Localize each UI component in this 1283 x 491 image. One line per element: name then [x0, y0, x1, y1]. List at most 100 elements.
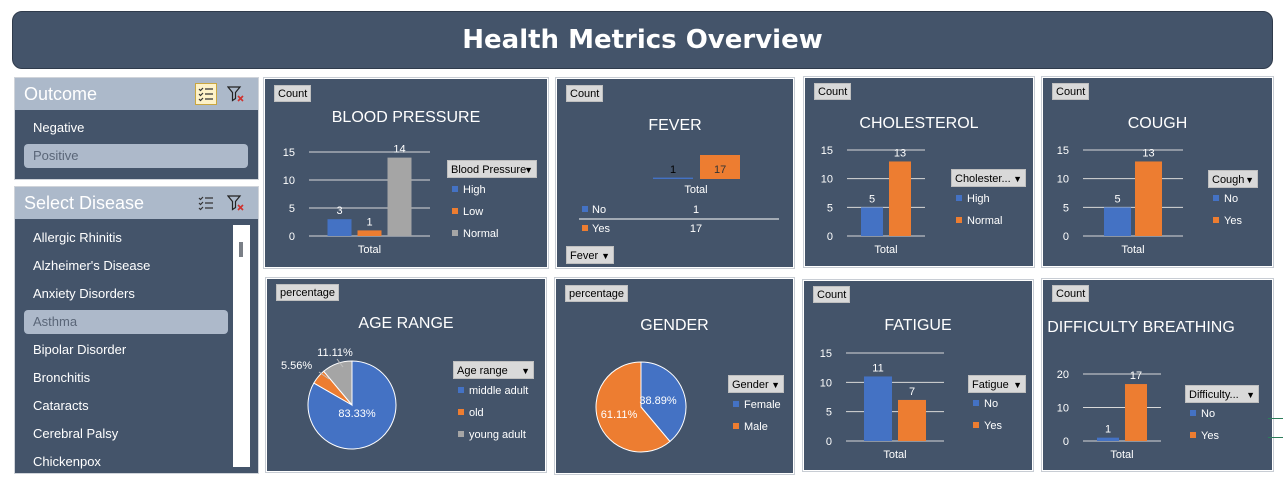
clear-filter-icon[interactable]: [225, 83, 247, 105]
bar-high: [861, 207, 883, 236]
legend-label: No: [1224, 193, 1239, 205]
age-range-filter-dropdown[interactable]: Age range ▼: [453, 361, 534, 379]
legend-item: No: [1190, 407, 1215, 421]
fatigue-filter-dropdown[interactable]: Fatigue ▼: [968, 375, 1026, 393]
legend-swatch: [582, 225, 588, 231]
chevron-down-icon: ▼: [1013, 174, 1022, 184]
legend-label: old: [469, 407, 484, 419]
y-tick-label: 0: [1063, 436, 1069, 448]
legend-swatch: [1190, 432, 1196, 439]
chevron-down-icon: ▼: [1245, 175, 1254, 185]
legend-swatch: [1213, 217, 1219, 224]
slicer-item-positive[interactable]: Positive: [24, 144, 248, 168]
slicer-item-6[interactable]: Cataracts: [24, 394, 228, 418]
chart-title: COUGH: [1127, 115, 1188, 132]
chevron-down-icon: ▼: [524, 165, 533, 175]
cholesterol-filter-dropdown[interactable]: Cholester... ▼: [951, 169, 1026, 187]
fatigue-chart: Count FATIGUE 0 5 10 15 11 7 Total Fatigue ▼ No Yes: [802, 279, 1034, 472]
slicer-item-4[interactable]: Bipolar Disorder: [24, 338, 228, 362]
blood-pressure-filter-dropdown[interactable]: Blood Pressure ▼: [447, 160, 537, 178]
difficulty-breathing-plot: 0 10 20 1 17 Total: [1057, 369, 1161, 461]
y-tick-label: 0: [289, 231, 295, 243]
field-button[interactable]: Count: [1052, 83, 1090, 100]
outcome-slicer-title: Outcome: [24, 84, 98, 104]
y-tick-label: 10: [283, 175, 295, 187]
slice-male: [595, 361, 671, 453]
legend-swatch: [956, 195, 962, 202]
legend-item: High: [452, 183, 486, 197]
legend-label: Normal: [967, 215, 1003, 227]
chevron-down-icon: ▼: [1013, 380, 1022, 390]
dropdown-label: Gender: [732, 379, 769, 391]
slicer-item-0[interactable]: Allergic Rhinitis: [24, 226, 228, 250]
disease-slicer-title: Select Disease: [24, 193, 145, 213]
scrollbar-thumb[interactable]: [239, 242, 243, 257]
difficulty-breathing-filter-dropdown[interactable]: Difficulty... ▼: [1185, 385, 1259, 403]
fever-filter-dropdown[interactable]: Fever ▼: [566, 246, 614, 264]
slicer-item-3[interactable]: Asthma: [24, 310, 228, 334]
slicer-item-label: Alzheimer's Disease: [33, 258, 151, 273]
data-label: 13: [1142, 147, 1154, 159]
y-tick-label: 20: [1057, 369, 1069, 381]
field-button[interactable]: Count: [274, 85, 312, 102]
legend-item: Low: [452, 205, 483, 219]
data-label: 5: [1114, 193, 1120, 205]
data-label: 1: [1105, 424, 1111, 436]
legend-item: Male: [733, 420, 768, 434]
field-button[interactable]: percentage: [565, 285, 629, 302]
fever-plot: 1 17 Total No 1 Yes 17: [579, 155, 779, 235]
slicer-item-label: Cerebral Palsy: [33, 426, 119, 441]
dropdown-label: Fever: [570, 250, 599, 262]
disease-slicer: Select Disease Allergic Rhinitis Alzheime…: [14, 186, 259, 474]
bar-yes: [1135, 161, 1162, 236]
multi-select-icon[interactable]: [195, 83, 217, 105]
field-button[interactable]: Count: [566, 85, 604, 102]
bar-no: [1104, 207, 1131, 236]
dropdown-label: Age range: [457, 365, 508, 377]
legend-label: Male: [744, 421, 768, 433]
y-tick-label: 15: [1057, 145, 1069, 157]
legend-swatch: [458, 387, 464, 394]
field-button[interactable]: Count: [814, 83, 852, 100]
slicer-item-5[interactable]: Bronchitis: [24, 366, 228, 390]
gender-filter-dropdown[interactable]: Gender ▼: [728, 375, 784, 393]
clear-filter-icon[interactable]: [225, 192, 247, 214]
cholesterol-chart: Count CHOLESTEROL 0 5 10 15 5 13 Total Cholester.…: [803, 76, 1035, 268]
slicer-item-label: Anxiety Disorders: [33, 286, 135, 301]
legend-label: No: [592, 204, 606, 216]
outcome-slicer: Outcome Negative Positive: [14, 77, 259, 180]
bar-low: [357, 230, 382, 236]
cough-filter-dropdown[interactable]: Cough ▼: [1208, 170, 1258, 188]
multi-select-icon[interactable]: [195, 192, 217, 214]
slicer-item-7[interactable]: Cerebral Palsy: [24, 422, 228, 446]
slice-young-adult: [323, 360, 353, 407]
field-button[interactable]: Count: [813, 286, 851, 303]
x-tick-label: Total: [1121, 244, 1144, 256]
bar-no: [864, 376, 892, 441]
chart-title: BLOOD PRESSURE: [331, 109, 481, 126]
y-tick-label: 15: [283, 147, 295, 159]
slicer-item-label: Negative: [33, 120, 85, 135]
data-label: 3: [336, 205, 342, 217]
legend-swatch: [1213, 195, 1219, 202]
slicer-item-label: Chickenpox: [33, 454, 101, 469]
slicer-item-1[interactable]: Alzheimer's Disease: [24, 254, 228, 278]
slicer-item-8[interactable]: Chickenpox: [24, 450, 228, 474]
disease-scrollbar[interactable]: [233, 225, 250, 467]
field-button[interactable]: Count: [1052, 285, 1090, 302]
legend-label: Low: [463, 206, 484, 218]
slicer-item-label: Bronchitis: [33, 370, 91, 385]
data-label: 5: [869, 193, 875, 205]
slicer-item-2[interactable]: Anxiety Disorders: [24, 282, 228, 306]
data-label: 11: [872, 362, 883, 374]
legend-label: middle adult: [469, 385, 529, 397]
legend-item: Yes: [973, 419, 1002, 433]
legend-swatch: [973, 422, 979, 429]
slicer-item-negative[interactable]: Negative: [24, 116, 248, 140]
legend-item: young adult: [458, 428, 526, 442]
legend-item: old: [458, 406, 484, 420]
data-label: 1: [670, 164, 676, 176]
slicer-item-label: Bipolar Disorder: [33, 342, 127, 357]
field-button[interactable]: percentage: [276, 284, 340, 301]
dashboard-header: Health Metrics Overview: [12, 11, 1273, 69]
